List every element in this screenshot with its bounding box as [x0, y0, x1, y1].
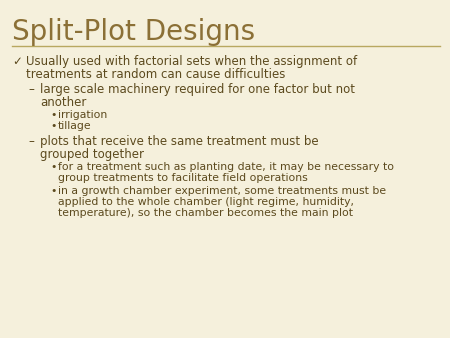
Text: temperature), so the chamber becomes the main plot: temperature), so the chamber becomes the…: [58, 208, 353, 218]
Text: Split-Plot Designs: Split-Plot Designs: [12, 18, 255, 46]
Text: •: •: [50, 186, 56, 196]
Text: Usually used with factorial sets when the assignment of: Usually used with factorial sets when th…: [26, 55, 357, 68]
Text: group treatments to facilitate field operations: group treatments to facilitate field ope…: [58, 173, 308, 183]
Text: •: •: [50, 121, 56, 131]
Text: •: •: [50, 162, 56, 172]
Text: applied to the whole chamber (light regime, humidity,: applied to the whole chamber (light regi…: [58, 197, 354, 207]
Text: –: –: [28, 83, 34, 96]
Text: large scale machinery required for one factor but not: large scale machinery required for one f…: [40, 83, 355, 96]
Text: in a growth chamber experiment, some treatments must be: in a growth chamber experiment, some tre…: [58, 186, 386, 196]
Text: another: another: [40, 96, 86, 109]
Text: plots that receive the same treatment must be: plots that receive the same treatment mu…: [40, 135, 319, 148]
Text: –: –: [28, 135, 34, 148]
Text: treatments at random can cause difficulties: treatments at random can cause difficult…: [26, 68, 285, 81]
Text: ✓: ✓: [12, 55, 22, 68]
Text: •: •: [50, 110, 56, 120]
Text: irrigation: irrigation: [58, 110, 107, 120]
Text: grouped together: grouped together: [40, 148, 144, 161]
Text: tillage: tillage: [58, 121, 92, 131]
Text: for a treatment such as planting date, it may be necessary to: for a treatment such as planting date, i…: [58, 162, 394, 172]
